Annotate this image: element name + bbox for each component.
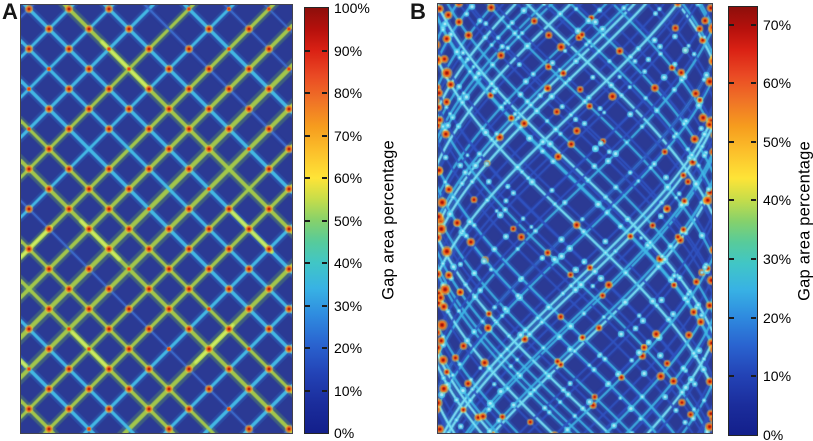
colorbar-tick-mark xyxy=(305,134,310,137)
colorbar-tick-label: 50% xyxy=(334,212,363,229)
colorbar-tick-label: 0% xyxy=(763,427,784,441)
colorbar-tick-label: 90% xyxy=(334,42,363,59)
colorbar-tick-mark xyxy=(305,262,310,264)
colorbar-tick-label: 20% xyxy=(763,309,792,326)
colorbar-tick-mark xyxy=(322,49,327,52)
colorbar-tick-label: 0% xyxy=(334,425,355,441)
colorbar-tick-mark xyxy=(751,82,756,85)
colorbar-tick-label: 40% xyxy=(334,255,363,271)
colorbar-a-title: Gap area percentage xyxy=(379,140,398,300)
colorbar-tick-mark xyxy=(729,140,734,143)
colorbar-b xyxy=(728,6,758,436)
colorbar-tick-label: 100% xyxy=(334,0,370,16)
colorbar-tick-label: 70% xyxy=(763,16,792,33)
colorbar-tick-mark xyxy=(751,23,756,26)
colorbar-tick-label: 10% xyxy=(334,382,363,399)
colorbar-tick-mark xyxy=(305,92,310,94)
heatmap-panel-a xyxy=(20,4,293,434)
colorbar-tick-label: 60% xyxy=(334,170,363,186)
colorbar-tick-mark xyxy=(305,177,310,179)
colorbar-tick-label: 10% xyxy=(763,368,792,385)
colorbar-b-title: Gap area percentage xyxy=(795,141,813,301)
colorbar-tick-mark xyxy=(322,134,327,137)
colorbar-tick-label: 80% xyxy=(334,85,363,101)
colorbar-tick-label: 20% xyxy=(334,340,363,356)
colorbar-tick-mark xyxy=(322,92,327,94)
colorbar-tick-mark xyxy=(729,23,734,26)
colorbar-tick-mark xyxy=(305,347,310,349)
colorbar-tick-mark xyxy=(729,375,734,378)
colorbar-tick-label: 30% xyxy=(334,297,363,314)
colorbar-tick-mark xyxy=(305,219,310,222)
heatmap-panel-b xyxy=(437,3,713,434)
colorbar-tick-mark xyxy=(322,347,327,349)
colorbar-tick-label: 50% xyxy=(763,133,792,150)
colorbar-tick-mark xyxy=(305,304,310,307)
colorbar-tick-mark xyxy=(729,258,734,261)
colorbar-tick-label: 60% xyxy=(763,75,792,92)
colorbar-tick-mark xyxy=(751,140,756,143)
panel-b-label: B xyxy=(410,0,426,24)
colorbar-tick-mark xyxy=(322,304,327,307)
colorbar-tick-mark xyxy=(751,199,756,202)
colorbar-tick-mark xyxy=(729,199,734,202)
colorbar-tick-mark xyxy=(322,262,327,264)
colorbar-tick-mark xyxy=(751,375,756,378)
colorbar-tick-label: 70% xyxy=(334,127,363,144)
colorbar-tick-mark xyxy=(729,82,734,85)
colorbar-tick-label: 40% xyxy=(763,192,792,209)
colorbar-tick-mark xyxy=(751,258,756,261)
colorbar-tick-mark xyxy=(729,316,734,319)
colorbar-tick-mark xyxy=(305,49,310,52)
panel-a-label: A xyxy=(2,0,18,24)
colorbar-tick-mark xyxy=(305,389,310,392)
colorbar-tick-mark xyxy=(322,219,327,222)
colorbar-tick-mark xyxy=(322,389,327,392)
colorbar-tick-label: 30% xyxy=(763,251,792,268)
colorbar-tick-mark xyxy=(322,177,327,179)
colorbar-tick-mark xyxy=(751,316,756,319)
